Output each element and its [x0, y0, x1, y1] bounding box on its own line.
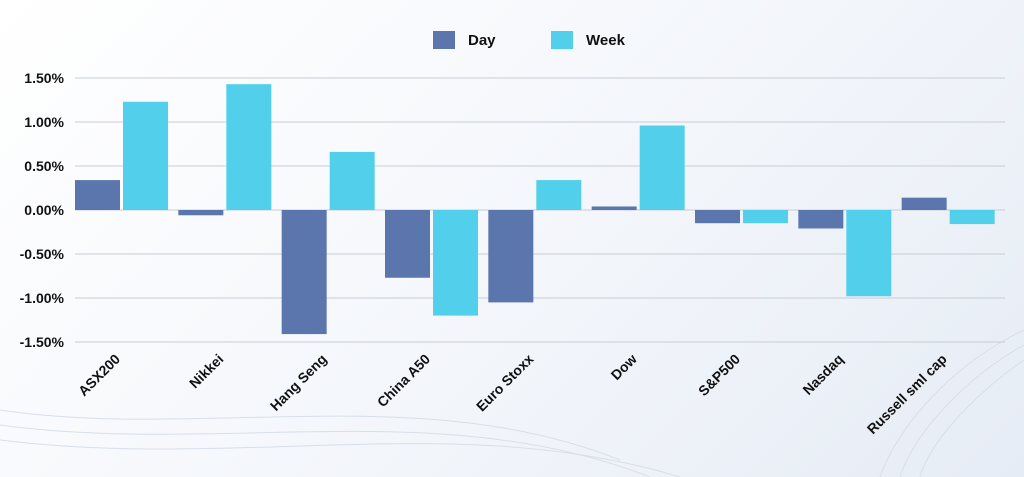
legend-label-day: Day — [468, 32, 496, 49]
bar-week-s-p500 — [743, 210, 788, 224]
x-tick-label: S&P500 — [695, 351, 743, 399]
x-tick-label: Russell sml cap — [864, 351, 950, 437]
x-tick-label: Nasdaq — [799, 351, 846, 398]
x-tick-label: Dow — [608, 351, 640, 383]
x-tick-label: ASX200 — [75, 351, 123, 399]
background-decoration — [0, 329, 1024, 477]
legend-swatch-day — [433, 31, 455, 49]
y-axis: 1.50% 1.00% 0.50% 0.00% -0.50% -1.00% -1.50% — [20, 70, 65, 350]
bar-day-asx200 — [75, 180, 120, 210]
bar-week-nasdaq — [846, 210, 892, 297]
y-tick-label: 0.00% — [24, 202, 64, 218]
bar-week-nikkei — [226, 84, 272, 210]
bar-day-dow — [591, 206, 637, 210]
x-tick-label: Euro Stoxx — [473, 351, 537, 415]
bar-day-russell-sml-cap — [901, 197, 947, 210]
bar-day-hang-seng — [281, 210, 327, 335]
bar-day-s-p500 — [695, 210, 740, 224]
x-tick-label: China A50 — [374, 351, 434, 411]
x-tick-label: Nikkei — [186, 351, 226, 391]
bar-week-russell-sml-cap — [949, 210, 995, 225]
bar-day-china-a50 — [385, 210, 430, 278]
x-axis: ASX200 Nikkei Hang Seng China A50 Euro Stoxx… — [75, 351, 950, 437]
y-tick-label: -0.50% — [20, 246, 65, 262]
y-tick-label: -1.00% — [20, 290, 65, 306]
bar-week-china-a50 — [433, 210, 478, 316]
y-tick-label: 0.50% — [24, 158, 64, 174]
y-tick-label: 1.00% — [24, 114, 64, 130]
y-tick-label: -1.50% — [20, 334, 65, 350]
bar-day-nasdaq — [798, 210, 844, 229]
legend-label-week: Week — [586, 32, 626, 49]
bar-week-euro-stoxx — [536, 180, 582, 210]
bar-week-asx200 — [123, 101, 168, 210]
y-tick-label: 1.50% — [24, 70, 64, 86]
bar-week-hang-seng — [329, 151, 375, 210]
bar-week-dow — [639, 125, 685, 210]
bar-day-nikkei — [178, 210, 224, 216]
bar-day-euro-stoxx — [488, 210, 534, 303]
bars — [75, 84, 995, 335]
legend: Day Week — [433, 31, 626, 49]
x-tick-label: Hang Seng — [267, 351, 330, 414]
legend-swatch-week — [551, 31, 573, 49]
